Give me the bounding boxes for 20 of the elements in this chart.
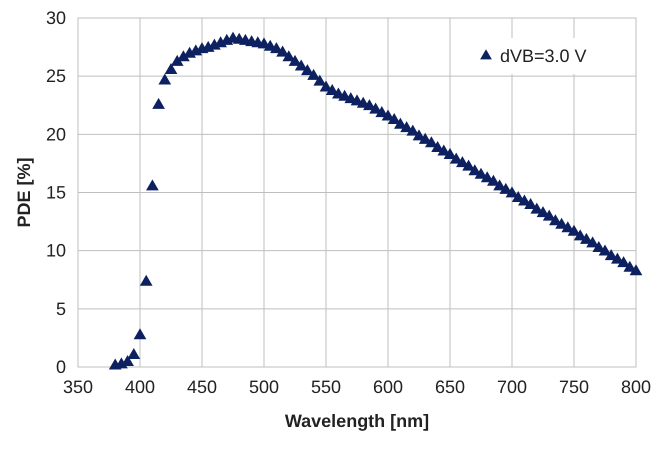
y-tick-label: 30 xyxy=(46,8,66,28)
y-axis-title: PDE [%] xyxy=(14,157,34,228)
y-tick-label: 15 xyxy=(46,182,66,202)
x-tick-label: 600 xyxy=(372,377,404,397)
x-tick-label: 700 xyxy=(496,377,528,397)
legend-label: dVB=3.0 V xyxy=(500,46,587,66)
x-tick-label: 750 xyxy=(558,377,590,397)
x-tick-label: 400 xyxy=(124,377,156,397)
y-tick-label: 0 xyxy=(56,357,66,377)
y-tick-label: 10 xyxy=(46,240,66,261)
y-tick-label: 20 xyxy=(46,124,66,144)
x-tick-label: 800 xyxy=(620,377,652,397)
x-tick-label: 500 xyxy=(248,377,280,397)
y-tick-label: 25 xyxy=(46,66,66,86)
x-tick-label: 550 xyxy=(310,377,342,397)
x-axis-title: Wavelength [nm] xyxy=(284,411,430,431)
y-tick-label: 5 xyxy=(56,298,66,319)
x-tick-label: 650 xyxy=(434,377,466,397)
x-tick-label: 450 xyxy=(186,377,218,397)
x-tick-label: 350 xyxy=(62,377,94,397)
